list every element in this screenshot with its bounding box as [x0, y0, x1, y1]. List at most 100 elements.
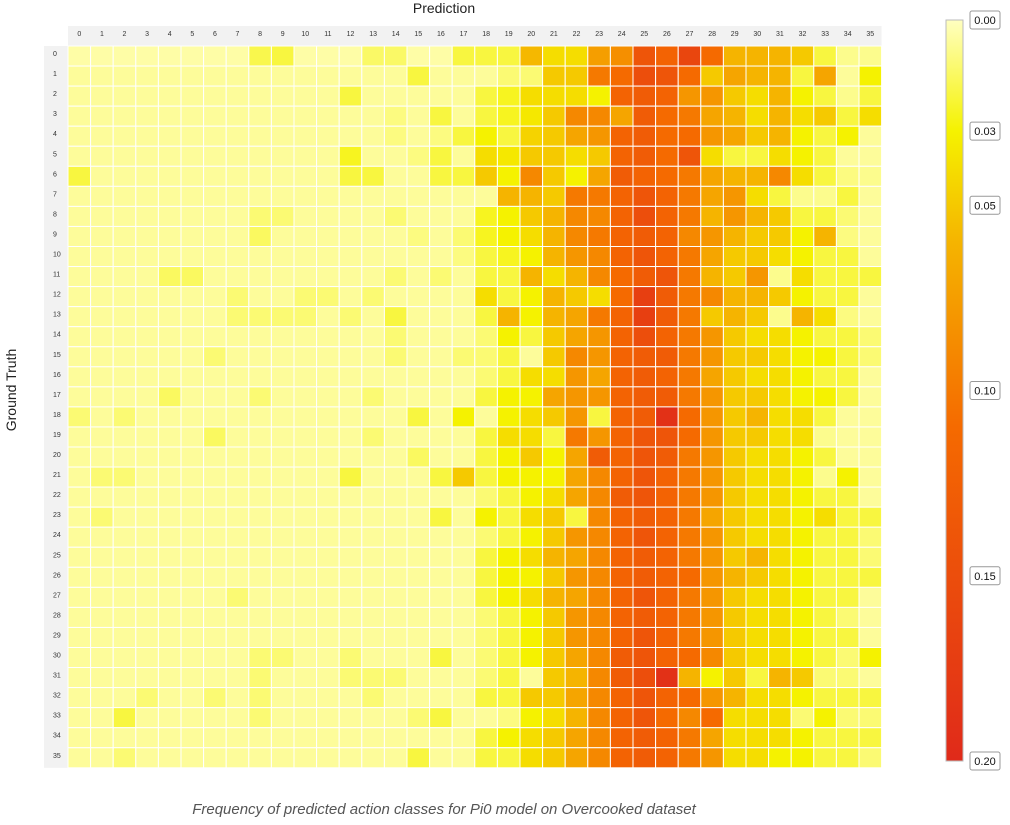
- heatmap-cell: [609, 526, 634, 548]
- heatmap-cell: [248, 225, 272, 247]
- heatmap-cell: [406, 185, 431, 207]
- heatmap-cell: [768, 65, 792, 87]
- heatmap-cell: [722, 747, 747, 769]
- heatmap-cell: [316, 346, 340, 368]
- heatmap-cell: [429, 306, 453, 328]
- heatmap-cell: [429, 626, 453, 649]
- heatmap-cell: [790, 246, 815, 268]
- heatmap-cell: [203, 306, 227, 328]
- y-tick-label: 30: [53, 653, 61, 660]
- heatmap-cell: [135, 205, 159, 227]
- heatmap-cell: [90, 446, 114, 468]
- heatmap-cell: [519, 687, 544, 709]
- header-band-bg: [68, 26, 882, 46]
- heatmap-cell: [293, 386, 318, 408]
- heatmap-cell: [542, 606, 566, 628]
- heatmap-cell: [180, 727, 205, 749]
- heatmap-cell: [225, 125, 250, 147]
- heatmap-cell: [90, 406, 114, 428]
- heatmap-cell: [429, 526, 453, 548]
- heatmap-cell: [203, 426, 227, 448]
- heatmap-cell: [632, 727, 657, 749]
- heatmap-cell: [293, 707, 318, 729]
- heatmap-cell: [587, 145, 611, 167]
- heatmap-cell: [180, 566, 205, 588]
- heatmap-cell: [248, 386, 272, 408]
- heatmap-cell: [519, 466, 544, 488]
- heatmap-cell: [768, 225, 792, 247]
- heatmap-cell: [474, 306, 498, 328]
- heatmap-cell: [157, 566, 182, 588]
- heatmap-cell: [248, 85, 272, 107]
- heatmap-cell: [135, 346, 159, 368]
- heatmap-cell: [383, 647, 408, 669]
- heatmap-cell: [542, 165, 566, 187]
- heatmap-cell: [835, 426, 860, 448]
- heatmap-cell: [112, 586, 137, 608]
- heatmap-cell: [677, 286, 702, 308]
- heatmap-cell: [203, 626, 227, 649]
- colorbar-tick-label: 0.15: [974, 571, 995, 583]
- heatmap-cell: [768, 205, 792, 227]
- heatmap-cell: [835, 326, 860, 348]
- heatmap-cell: [383, 466, 408, 488]
- heatmap-cell: [451, 606, 476, 628]
- heatmap-cell: [112, 205, 137, 227]
- heatmap-cell: [135, 125, 159, 147]
- heatmap-cell: [112, 326, 137, 348]
- heatmap-cell: [248, 165, 272, 187]
- heatmap-cell: [858, 225, 883, 247]
- heatmap-cell: [67, 246, 92, 268]
- heatmap-cell: [768, 85, 792, 107]
- heatmap-cell: [587, 426, 611, 448]
- heatmap-cell: [248, 626, 272, 649]
- heatmap-cell: [632, 506, 657, 528]
- heatmap-cell: [316, 647, 340, 669]
- heatmap-cell: [609, 446, 634, 468]
- heatmap-cell: [361, 286, 385, 308]
- heatmap-cell: [700, 125, 724, 147]
- colorbar-tick-box: [969, 10, 1001, 30]
- heatmap-cell: [496, 586, 521, 608]
- heatmap-cell: [519, 205, 544, 227]
- heatmap-cell: [90, 366, 114, 388]
- heatmap-cell: [768, 486, 792, 508]
- y-tick-label: 27: [53, 592, 61, 599]
- heatmap-cell: [768, 286, 792, 308]
- heatmap-cell: [406, 486, 431, 508]
- heatmap-cell: [790, 286, 815, 308]
- heatmap-cell: [383, 85, 408, 107]
- heatmap-cell: [496, 145, 521, 167]
- heatmap-cell: [655, 667, 679, 689]
- heatmap-cell: [135, 326, 159, 348]
- heatmap-cell: [609, 406, 634, 428]
- heatmap-cell: [225, 85, 250, 107]
- heatmap-cell: [383, 606, 408, 628]
- heatmap-cell: [293, 586, 318, 608]
- heatmap-cell: [587, 286, 611, 308]
- heatmap-cell: [813, 526, 837, 548]
- heatmap-cell: [745, 185, 770, 207]
- heatmap-cell: [655, 707, 679, 729]
- heatmap-cell: [451, 65, 476, 87]
- heatmap-cell: [406, 406, 431, 428]
- heatmap-cell: [112, 506, 137, 528]
- heatmap-cell: [383, 246, 408, 268]
- heatmap-cell: [496, 727, 521, 749]
- heatmap-cell: [406, 506, 431, 528]
- heatmap-cell: [474, 466, 498, 488]
- heatmap-cell: [587, 65, 611, 87]
- heatmap-cell: [180, 85, 205, 107]
- heatmap-cell: [474, 326, 498, 348]
- heatmap-cell: [338, 446, 363, 468]
- y-tick-label: 33: [53, 713, 61, 720]
- heatmap-cell: [429, 286, 453, 308]
- heatmap-cell: [542, 486, 566, 508]
- colorbar-tick-box: [969, 381, 1001, 400]
- heatmap-cell: [790, 586, 815, 608]
- heatmap-cell: [745, 626, 770, 649]
- heatmap-cell: [542, 426, 566, 448]
- heatmap-cell: [655, 205, 679, 227]
- heatmap-cell: [135, 266, 159, 288]
- heatmap-cell: [722, 105, 747, 127]
